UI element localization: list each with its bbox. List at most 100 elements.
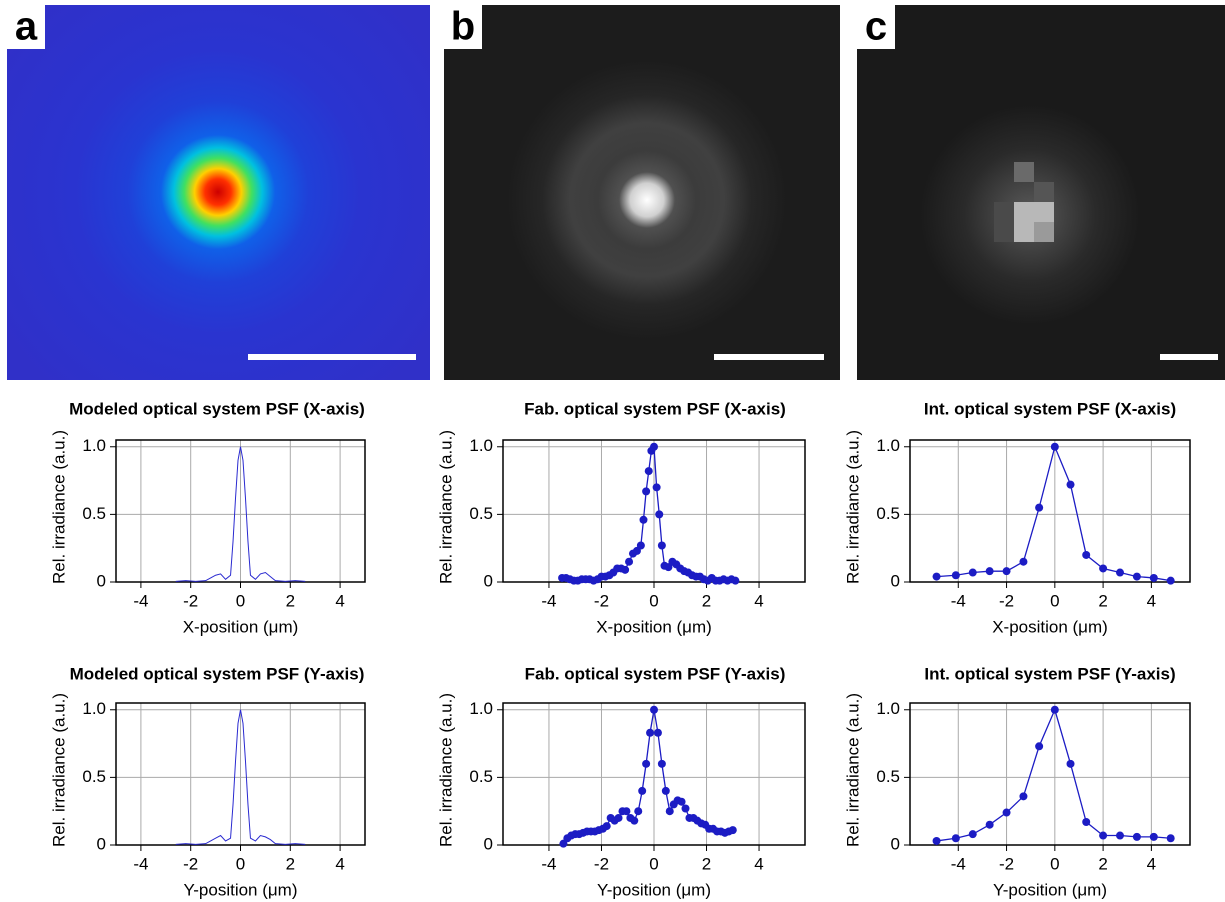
y-axis-label: Rel. irradiance (a.u.) (49, 430, 68, 584)
plot-area (910, 440, 1190, 582)
y-axis-label: Rel. irradiance (a.u.) (436, 693, 455, 847)
data-point (968, 830, 977, 839)
y-tick-label: 0 (97, 571, 106, 590)
data-point (1166, 834, 1175, 843)
x-tick-label: 2 (702, 591, 711, 610)
y-tick-label: 0.5 (876, 504, 900, 523)
data-point (1066, 759, 1075, 768)
data-point (731, 576, 740, 585)
x-tick-label: 4 (1147, 854, 1156, 873)
chart: Modeled optical system PSF (X-axis) -4 -2 0… (49, 399, 366, 636)
y-axis-label: Rel. irradiance (a.u.) (843, 430, 862, 584)
plot-frame (909, 702, 1191, 846)
plot-frame (502, 439, 806, 583)
data-point (1002, 808, 1011, 817)
data-point (634, 807, 643, 816)
x-tick-label: 0 (649, 591, 658, 610)
psf-line (175, 446, 306, 582)
x-tick-label: 2 (286, 591, 295, 610)
data-point (657, 759, 666, 768)
y-tick-label: 0 (484, 571, 493, 590)
data-point (642, 759, 651, 768)
y-axis-label: Rel. irradiance (a.u.) (49, 693, 68, 847)
data-point (650, 442, 658, 451)
plot-area (910, 703, 1190, 845)
x-tick-label: -4 (133, 591, 148, 610)
plot-frame (115, 702, 366, 846)
data-point (985, 820, 994, 829)
data-point (1082, 550, 1091, 559)
x-tick-label: 2 (1098, 854, 1107, 873)
data-point (602, 822, 611, 831)
x-tick-label: -2 (999, 591, 1014, 610)
data-point (1132, 832, 1141, 841)
chart: Int. optical system PSF (Y-axis) -4 -2 0 2 4 0… (843, 664, 1191, 899)
x-tick-label: 4 (335, 591, 344, 610)
chart-title: Modeled optical system PSF (Y-axis) (70, 664, 365, 683)
data-point (1050, 705, 1059, 714)
data-point (951, 834, 960, 843)
x-tick-label: 4 (335, 854, 344, 873)
image-b: b (444, 5, 840, 380)
x-tick-label: 2 (286, 854, 295, 873)
data-point (622, 807, 631, 816)
plot-data (558, 442, 740, 585)
x-tick-label: 2 (1098, 591, 1107, 610)
data-point (1082, 818, 1091, 827)
data-point (1002, 567, 1011, 576)
x-tick-label: -2 (183, 591, 198, 610)
data-point (1149, 573, 1158, 582)
x-axis-label: X-position (μm) (183, 617, 299, 636)
x-tick-label: 2 (702, 854, 711, 873)
data-point (1019, 557, 1028, 566)
data-point (625, 557, 634, 566)
y-tick-label: 1.0 (82, 436, 106, 455)
plot-frame (502, 702, 806, 846)
data-point (646, 728, 655, 737)
plot-data (559, 705, 737, 848)
x-axis-label: X-position (μm) (596, 617, 712, 636)
y-tick-label: 0 (891, 571, 900, 590)
data-point (677, 797, 686, 806)
x-tick-label: -2 (594, 854, 609, 873)
data-point (650, 705, 658, 714)
y-tick-label: 0 (484, 834, 493, 853)
x-axis-label: X-position (μm) (992, 617, 1108, 636)
data-point (661, 786, 670, 795)
data-point (1149, 832, 1158, 841)
chart-title: Int. optical system PSF (X-axis) (924, 399, 1176, 418)
panel-label: b (451, 5, 475, 49)
data-point (657, 541, 666, 550)
x-tick-label: 4 (754, 591, 763, 610)
x-axis-label: Y-position (μm) (993, 880, 1107, 899)
chart-title: Fab. optical system PSF (Y-axis) (525, 664, 786, 683)
image-a: a (7, 5, 430, 380)
chart: Fab. optical system PSF (Y-axis) -4 -2 0 2 4 0… (436, 664, 806, 899)
x-tick-label: -2 (999, 854, 1014, 873)
x-tick-label: 4 (754, 854, 763, 873)
data-point (1019, 792, 1028, 801)
data-point (932, 836, 941, 845)
data-point (1050, 442, 1059, 451)
y-tick-label: 1.0 (469, 699, 493, 718)
data-point (1116, 568, 1124, 577)
data-point (652, 483, 661, 492)
data-point (655, 510, 664, 519)
y-axis-label: Rel. irradiance (a.u.) (436, 430, 455, 584)
data-point (1116, 831, 1124, 840)
data-point (621, 565, 630, 574)
chart-title: Fab. optical system PSF (X-axis) (524, 399, 786, 418)
data-point (1066, 480, 1075, 489)
chart-title: Modeled optical system PSF (X-axis) (69, 399, 365, 418)
x-tick-label: 0 (1050, 854, 1059, 873)
data-point (1035, 503, 1044, 512)
x-tick-label: -4 (133, 854, 148, 873)
x-tick-label: -2 (594, 591, 609, 610)
psf-line (175, 709, 306, 845)
data-point (638, 786, 647, 795)
y-tick-label: 1.0 (876, 436, 900, 455)
data-point (728, 826, 737, 835)
plot-frame (909, 439, 1191, 583)
data-point (639, 515, 648, 524)
data-point (642, 487, 651, 496)
